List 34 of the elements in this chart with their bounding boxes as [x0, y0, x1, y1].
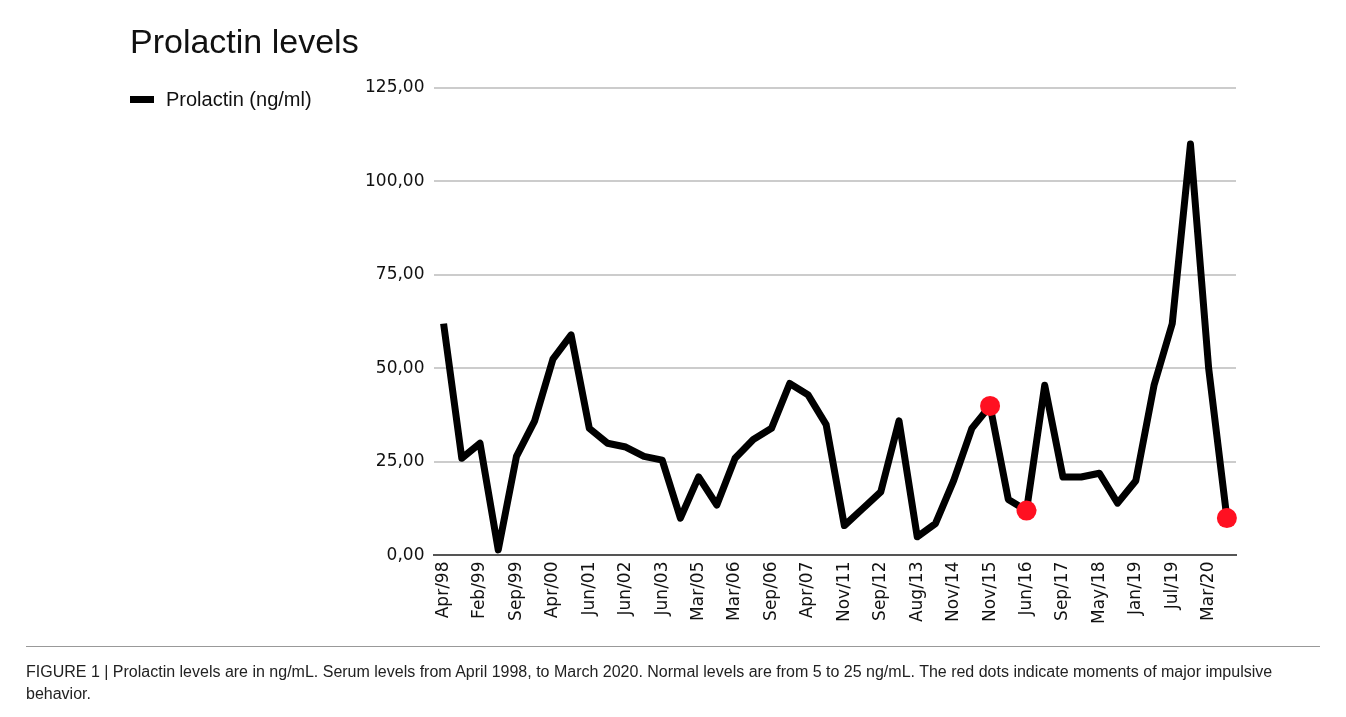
x-tick-label: Apr/07 [796, 561, 817, 619]
x-tick-label: Sep/06 [759, 561, 780, 621]
chart-title: Prolactin levels [130, 22, 359, 61]
point [1016, 500, 1037, 521]
x-tick-label: Sep/17 [1051, 561, 1072, 621]
x-tick-label: Jun/01 [577, 561, 598, 617]
y-tick-label: 100,00 [365, 169, 425, 190]
y-tick-label: 125,00 [365, 76, 425, 97]
x-tick-label: Nov/11 [832, 561, 853, 623]
x-tick-label: Apr/00 [541, 561, 562, 619]
x-tick-label: Mar/06 [723, 561, 744, 621]
x-tick-label: Jun/03 [650, 561, 671, 617]
x-tick-label: Jul/19 [1160, 561, 1181, 611]
x-tick-label: Jun/16 [1014, 561, 1035, 617]
y-tick-label: 50,00 [375, 356, 425, 377]
x-tick-label: Sep/99 [504, 561, 525, 621]
x-tick-label: Sep/12 [869, 561, 890, 621]
caption: FIGURE 1 | Prolactin levels are in ng/mL. Serum levels from April 1998, to March 2020. Normal levels are from 5 to 25 ng/mL. The red dots indicate moments of major impulsive behavior. [26, 662, 1274, 704]
y-tick-label: 75,00 [375, 263, 425, 284]
x-tick-label: Apr/98 [432, 561, 453, 619]
point [1216, 508, 1237, 529]
x-tick-label: Mar/05 [687, 561, 708, 621]
x-tick-label: Jan/19 [1124, 561, 1145, 617]
x-tick-label: Mar/20 [1197, 561, 1218, 621]
y-tick-label: 25,00 [375, 450, 425, 471]
x-tick-label: May/18 [1087, 561, 1108, 625]
x-tick-label: Jun/02 [614, 561, 635, 617]
y-tick-label: 0,00 [386, 543, 425, 564]
x-tick-label: Feb/99 [468, 561, 489, 619]
x-tick-label: Nov/15 [978, 561, 999, 623]
x-tick-label: Aug/13 [905, 561, 926, 623]
x-tick-label: Nov/14 [942, 561, 963, 623]
legend-label: Prolactin (ng/ml) [166, 88, 312, 111]
point [980, 395, 1001, 416]
